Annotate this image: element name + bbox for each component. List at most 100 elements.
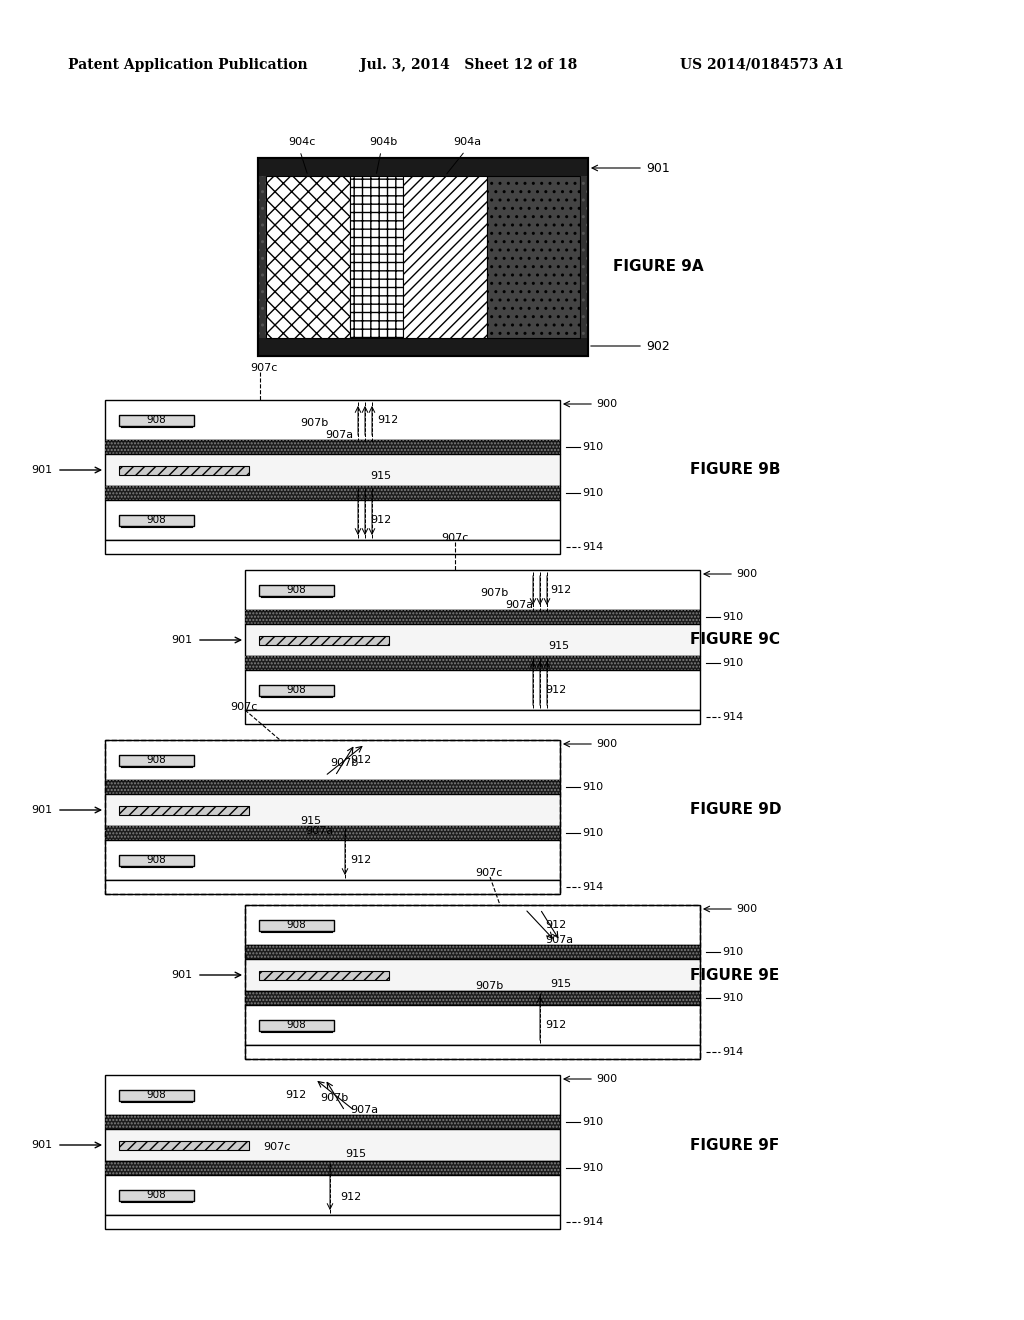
- Bar: [105, 741, 560, 894]
- Bar: [105, 1129, 560, 1162]
- Text: 910: 910: [582, 488, 603, 498]
- Text: 915: 915: [300, 816, 322, 826]
- Text: FIGURE 9F: FIGURE 9F: [690, 1138, 779, 1152]
- Text: 907b: 907b: [480, 587, 508, 598]
- Text: 908: 908: [286, 585, 306, 595]
- Text: 908: 908: [146, 855, 166, 865]
- Bar: [245, 906, 700, 1059]
- Text: FIGURE 9A: FIGURE 9A: [613, 260, 703, 275]
- Bar: [105, 780, 560, 795]
- Text: 904a: 904a: [453, 137, 481, 147]
- Bar: [259, 1020, 334, 1031]
- Text: 901: 901: [646, 161, 670, 174]
- Bar: [245, 656, 700, 671]
- Text: 915: 915: [548, 642, 569, 651]
- Text: 908: 908: [146, 1191, 166, 1200]
- Bar: [258, 158, 588, 356]
- Bar: [259, 585, 334, 597]
- Text: 908: 908: [146, 1090, 166, 1100]
- Text: 908: 908: [146, 515, 166, 525]
- Text: 914: 914: [582, 1217, 603, 1228]
- Bar: [119, 807, 249, 814]
- Text: 910: 910: [582, 1163, 603, 1173]
- Text: FIGURE 9B: FIGURE 9B: [690, 462, 780, 478]
- Bar: [258, 158, 588, 356]
- Bar: [266, 176, 350, 338]
- Bar: [245, 991, 700, 1005]
- Text: 902: 902: [646, 339, 670, 352]
- Bar: [259, 636, 389, 645]
- Text: 914: 914: [582, 882, 603, 892]
- Bar: [105, 1162, 560, 1175]
- Text: 907a: 907a: [545, 935, 573, 945]
- Bar: [105, 440, 560, 454]
- Bar: [259, 685, 334, 696]
- Text: 910: 910: [582, 828, 603, 838]
- Bar: [245, 610, 700, 624]
- Text: 912: 912: [350, 855, 372, 865]
- Text: 901: 901: [171, 635, 193, 645]
- Bar: [105, 780, 560, 795]
- Text: 900: 900: [596, 739, 617, 748]
- Text: 907c: 907c: [250, 363, 278, 374]
- Text: 910: 910: [722, 612, 743, 622]
- Text: 912: 912: [340, 1192, 361, 1203]
- Bar: [105, 826, 560, 840]
- Text: 907c: 907c: [263, 1142, 291, 1152]
- Bar: [119, 1140, 249, 1150]
- Text: 901: 901: [31, 465, 52, 475]
- Text: 914: 914: [582, 543, 603, 552]
- Text: Jul. 3, 2014   Sheet 12 of 18: Jul. 3, 2014 Sheet 12 of 18: [360, 58, 578, 73]
- Text: FIGURE 9E: FIGURE 9E: [690, 968, 779, 982]
- Bar: [487, 176, 580, 338]
- Text: 907c: 907c: [230, 702, 257, 711]
- Bar: [245, 624, 700, 656]
- Text: 915: 915: [370, 471, 391, 480]
- Text: US 2014/0184573 A1: US 2014/0184573 A1: [680, 58, 844, 73]
- Text: 912: 912: [545, 1020, 566, 1030]
- Bar: [105, 795, 560, 826]
- Text: 907b: 907b: [319, 1093, 348, 1104]
- Text: 907a: 907a: [305, 826, 333, 836]
- Bar: [245, 610, 700, 624]
- Bar: [105, 400, 560, 440]
- Text: 912: 912: [545, 685, 566, 696]
- Bar: [105, 840, 560, 880]
- Bar: [350, 176, 403, 338]
- Bar: [119, 1191, 194, 1201]
- Text: 900: 900: [596, 399, 617, 409]
- Bar: [105, 486, 560, 500]
- Bar: [105, 1074, 560, 1115]
- Text: 914: 914: [722, 1047, 743, 1057]
- Text: 912: 912: [350, 755, 372, 766]
- Bar: [105, 540, 560, 554]
- Text: 900: 900: [736, 569, 757, 579]
- Text: 907a: 907a: [350, 1105, 378, 1115]
- Text: 908: 908: [146, 414, 166, 425]
- Text: 904b: 904b: [369, 137, 397, 147]
- Text: 901: 901: [31, 805, 52, 814]
- Bar: [245, 991, 700, 1005]
- Bar: [245, 906, 700, 945]
- Bar: [245, 945, 700, 960]
- Text: 908: 908: [286, 920, 306, 931]
- Bar: [105, 826, 560, 840]
- Text: 907a: 907a: [505, 601, 534, 610]
- Bar: [105, 1175, 560, 1214]
- Bar: [105, 1162, 560, 1175]
- Text: 912: 912: [285, 1090, 306, 1100]
- Bar: [258, 158, 588, 176]
- Bar: [245, 656, 700, 671]
- Text: 910: 910: [722, 993, 743, 1003]
- Text: 904c: 904c: [288, 137, 315, 147]
- Bar: [245, 1045, 700, 1059]
- Text: 907a: 907a: [325, 430, 353, 440]
- Bar: [245, 671, 700, 710]
- Text: 908: 908: [286, 685, 306, 696]
- Text: 910: 910: [582, 442, 603, 451]
- Bar: [119, 466, 249, 475]
- Bar: [119, 515, 194, 525]
- Text: Patent Application Publication: Patent Application Publication: [68, 58, 307, 73]
- Text: 910: 910: [582, 781, 603, 792]
- Text: FIGURE 9C: FIGURE 9C: [690, 632, 780, 648]
